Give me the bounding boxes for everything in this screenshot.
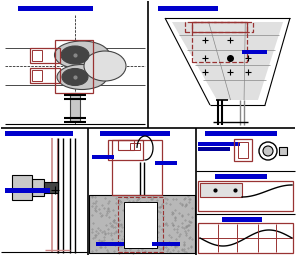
Bar	[198, 142, 240, 146]
Bar	[18, 6, 93, 11]
Bar	[158, 6, 218, 11]
Bar	[238, 142, 248, 158]
Bar	[5, 188, 50, 193]
Bar	[185, 22, 253, 32]
Bar	[112, 140, 162, 195]
Bar	[30, 48, 60, 63]
Bar	[198, 147, 230, 151]
Bar	[198, 223, 293, 253]
Circle shape	[259, 142, 277, 160]
Bar	[118, 197, 163, 252]
Bar	[152, 242, 180, 246]
Bar	[44, 182, 58, 193]
Bar	[44, 182, 58, 193]
Bar	[205, 131, 277, 136]
Bar	[155, 161, 177, 165]
Ellipse shape	[57, 65, 107, 90]
Bar	[192, 22, 247, 62]
Bar	[118, 140, 134, 150]
Bar	[89, 195, 195, 253]
Ellipse shape	[54, 41, 110, 69]
Bar	[55, 40, 93, 93]
Bar	[200, 183, 242, 197]
Bar	[12, 175, 32, 200]
Bar	[124, 202, 157, 248]
Bar	[108, 140, 143, 160]
Bar	[5, 131, 73, 136]
Bar	[89, 195, 195, 253]
Ellipse shape	[61, 46, 89, 64]
Bar	[192, 22, 247, 32]
Bar	[70, 93, 80, 121]
Bar	[32, 50, 42, 61]
Bar	[32, 179, 44, 196]
Bar	[100, 131, 170, 136]
Bar	[242, 50, 267, 54]
Bar	[234, 139, 252, 161]
Ellipse shape	[84, 51, 126, 81]
Bar	[70, 93, 80, 121]
Circle shape	[263, 146, 273, 156]
Bar	[92, 155, 114, 159]
Bar	[32, 70, 42, 81]
Bar	[279, 147, 287, 155]
Bar	[130, 143, 140, 150]
Bar	[198, 181, 293, 211]
Polygon shape	[172, 22, 283, 100]
Bar	[279, 147, 287, 155]
Bar	[200, 183, 242, 197]
Bar	[124, 202, 157, 248]
Bar	[32, 179, 44, 196]
Bar	[30, 68, 60, 83]
Ellipse shape	[62, 69, 88, 86]
Bar	[215, 174, 267, 179]
Bar	[96, 242, 124, 246]
Bar	[222, 217, 262, 222]
Bar	[12, 175, 32, 200]
